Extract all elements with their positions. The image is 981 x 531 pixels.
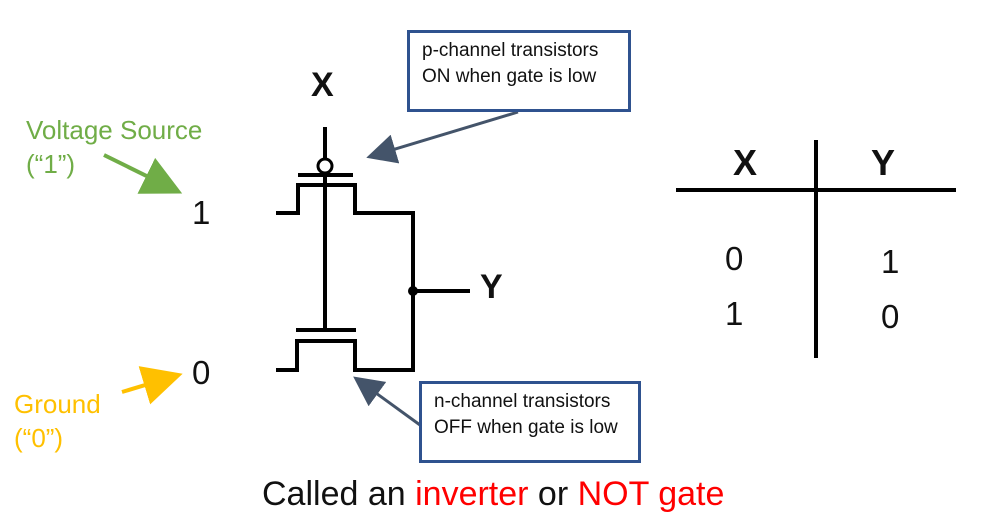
caption-term-inverter: inverter	[415, 475, 528, 513]
p-channel-gate-bubble	[318, 159, 332, 173]
ground-label: Ground (“0”)	[14, 387, 101, 455]
voltage-source-label: Voltage Source (“1”)	[26, 113, 202, 181]
n-channel-channel	[276, 341, 413, 370]
n-channel-callout-arrow	[358, 380, 420, 425]
p-channel-channel	[276, 185, 413, 213]
n-channel-callout-line-1: n-channel transistors	[434, 389, 626, 415]
voltage-source-line-2: (“1”)	[26, 147, 202, 181]
caption-prefix: Called an	[262, 475, 415, 513]
input-x-label: X	[311, 66, 334, 105]
p-channel-callout-line-2: ON when gate is low	[422, 64, 616, 90]
truth-table-row1-y: 1	[881, 243, 899, 281]
rail-low-label: 0	[192, 354, 210, 392]
n-channel-callout: n-channel transistors OFF when gate is l…	[419, 381, 641, 463]
output-y-label: Y	[480, 268, 503, 307]
p-channel-callout: p-channel transistors ON when gate is lo…	[407, 30, 631, 112]
rail-high-label: 1	[192, 194, 210, 232]
truth-table-row2-y: 0	[881, 298, 899, 336]
caption: Called an inverter or NOT gate	[262, 475, 724, 514]
truth-table-header-x: X	[733, 142, 757, 184]
voltage-source-line-1: Voltage Source	[26, 113, 202, 147]
p-channel-callout-line-1: p-channel transistors	[422, 38, 616, 64]
truth-table-header-y: Y	[871, 142, 895, 184]
truth-table-row2-x: 1	[725, 295, 743, 333]
ground-line-2: (“0”)	[14, 421, 101, 455]
p-channel-callout-arrow	[372, 112, 518, 156]
caption-term-not-gate: NOT gate	[578, 475, 725, 513]
ground-line-1: Ground	[14, 387, 101, 421]
n-channel-callout-line-2: OFF when gate is low	[434, 415, 626, 441]
caption-middle: or	[528, 475, 577, 513]
ground-arrow	[122, 376, 175, 392]
truth-table-row1-x: 0	[725, 240, 743, 278]
